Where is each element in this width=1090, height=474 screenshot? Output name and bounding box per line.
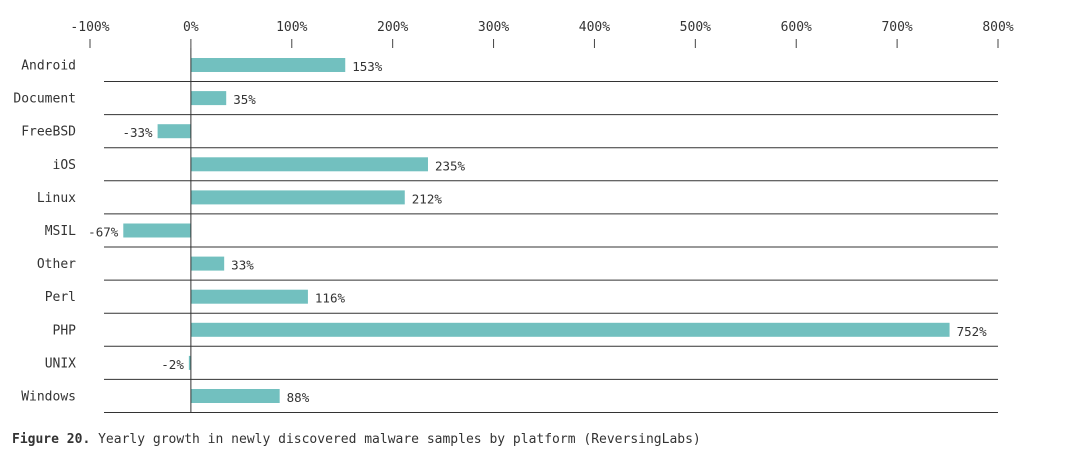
bar — [190, 157, 428, 172]
caption-label: Figure 20. — [12, 432, 91, 447]
bar — [190, 190, 405, 205]
bar — [190, 58, 346, 72]
x-tick-label: 0% — [183, 20, 199, 35]
x-tick-label: 400% — [579, 20, 610, 35]
bar — [190, 289, 308, 304]
x-tick-label: 800% — [982, 20, 1013, 35]
x-tick-label: 700% — [881, 20, 912, 35]
bar — [190, 322, 950, 337]
data-label: -67% — [88, 225, 119, 240]
x-tick-label: 500% — [680, 20, 711, 35]
category-label: Windows — [21, 390, 76, 405]
data-label: 116% — [315, 291, 346, 306]
x-tick-label: -100% — [70, 20, 109, 35]
figure-caption: Figure 20. Yearly growth in newly discov… — [12, 432, 701, 447]
bar-chart: -100% 0% 100% 200% 300% 400% 500% 600% 700% 800% A… — [13, 20, 1014, 413]
category-label: UNIX — [45, 356, 76, 371]
data-label: 235% — [435, 158, 466, 173]
x-tick-label: 100% — [276, 20, 307, 35]
category-label: Other — [37, 257, 76, 272]
bar — [190, 256, 225, 271]
data-label: 153% — [352, 59, 383, 74]
category-label: FreeBSD — [21, 125, 76, 140]
category-label: iOS — [53, 158, 76, 173]
data-label: 212% — [412, 191, 443, 206]
caption-text: Yearly growth in newly discovered malwar… — [98, 432, 701, 447]
bar — [190, 91, 227, 106]
category-label: Linux — [37, 191, 76, 206]
bar — [188, 355, 191, 370]
data-label: 88% — [287, 390, 310, 405]
data-label: 35% — [233, 92, 256, 107]
data-label: 33% — [231, 258, 254, 273]
bar — [157, 124, 191, 139]
x-tick-label: 300% — [478, 20, 509, 35]
category-label: Perl — [45, 290, 76, 305]
x-tick-label: 200% — [377, 20, 408, 35]
data-label: -2% — [161, 357, 184, 372]
category-label: Document — [13, 92, 76, 107]
category-label: MSIL — [45, 224, 76, 239]
category-label: Android — [21, 59, 76, 74]
category-label: PHP — [53, 323, 77, 338]
x-tick-label: 600% — [781, 20, 812, 35]
data-label: 752% — [957, 324, 988, 339]
bar — [123, 223, 191, 238]
bar — [190, 389, 280, 403]
data-label: -33% — [122, 125, 153, 140]
